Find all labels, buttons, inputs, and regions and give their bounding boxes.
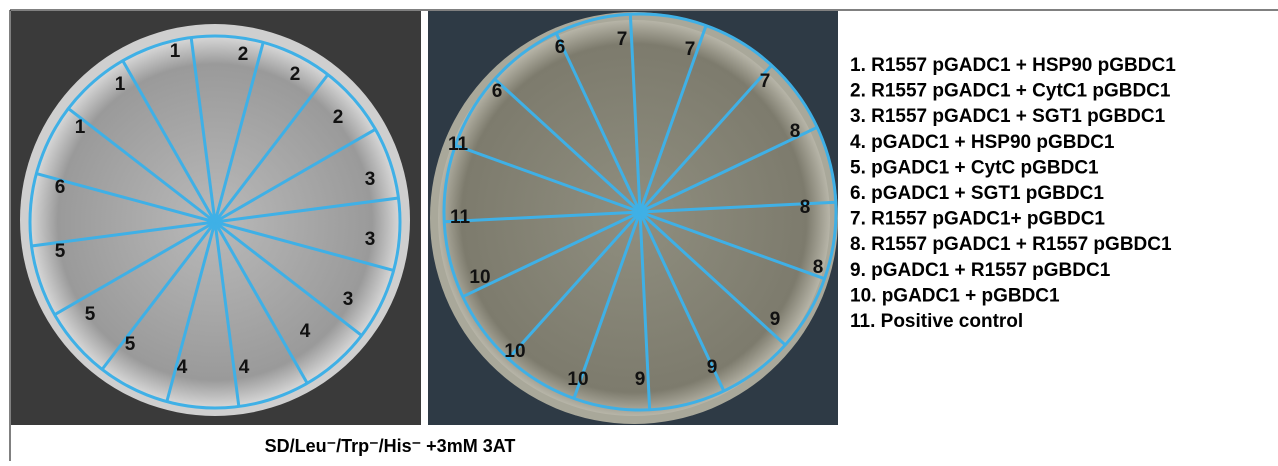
legend-item: 10. pGADC1 + pGBDC1 (850, 285, 1060, 306)
plate-label: 3 (365, 229, 376, 250)
legend-item: 8. R1557 pGADC1 + R1557 pGBDC1 (850, 234, 1172, 255)
plate-label: 9 (707, 357, 718, 378)
plate-label: 3 (343, 289, 354, 310)
plate-label: 5 (55, 241, 66, 262)
legend-item: 6. pGADC1 + SGT1 pGBDC1 (850, 183, 1104, 204)
figure: 1112223334445556667778889991010101111 1.… (0, 0, 1278, 461)
legend-item: 1. R1557 pGADC1 + HSP90 pGBDC1 (850, 55, 1176, 76)
plate-label: 1 (75, 117, 86, 138)
legend-item: 11. Positive control (850, 311, 1023, 332)
legend-item: 9. pGADC1 + R1557 pGBDC1 (850, 260, 1111, 281)
plate-label: 7 (685, 39, 696, 60)
plate-label: 10 (469, 267, 490, 288)
plate-label: 9 (770, 309, 781, 330)
plate-label: 1 (115, 74, 126, 95)
plate-label: 6 (55, 177, 66, 198)
plate-label: 6 (492, 81, 503, 102)
legend: 1. R1557 pGADC1 + HSP90 pGBDC1 2. R1557 p… (850, 55, 1176, 332)
plate-label: 11 (448, 134, 469, 155)
plate-label: 8 (790, 121, 801, 142)
plate-label: 2 (238, 44, 249, 65)
plate-label: 4 (300, 321, 311, 342)
legend-item: 3. R1557 pGADC1 + SGT1 pGBDC1 (850, 106, 1166, 127)
plate-label: 4 (239, 357, 250, 378)
legend-item: 4. pGADC1 + HSP90 pGBDC1 (850, 132, 1115, 153)
plate-label: 11 (450, 207, 471, 228)
plate-label: 5 (85, 304, 96, 325)
plate-label: 7 (760, 71, 771, 92)
plate-label: 2 (290, 64, 301, 85)
caption: SD/Leu⁻/Trp⁻/His⁻ +3mM 3AT (265, 436, 516, 456)
plate-label: 1 (170, 41, 181, 62)
plate-label: 2 (333, 107, 344, 128)
legend-item: 7. R1557 pGADC1+ pGBDC1 (850, 209, 1105, 230)
legend-item: 5. pGADC1 + CytC pGBDC1 (850, 157, 1099, 178)
plate-label: 5 (125, 334, 136, 355)
plate-label: 6 (555, 37, 566, 58)
plate-label: 8 (813, 257, 824, 278)
plate-label: 4 (177, 357, 188, 378)
plate-label: 9 (635, 369, 646, 390)
legend-item: 2. R1557 pGADC1 + CytC1 pGBDC1 (850, 81, 1171, 102)
plate-label: 7 (617, 29, 628, 50)
plate-label: 10 (567, 369, 588, 390)
plate-label: 10 (504, 341, 525, 362)
plate-label: 3 (365, 169, 376, 190)
plate-label: 8 (800, 197, 811, 218)
